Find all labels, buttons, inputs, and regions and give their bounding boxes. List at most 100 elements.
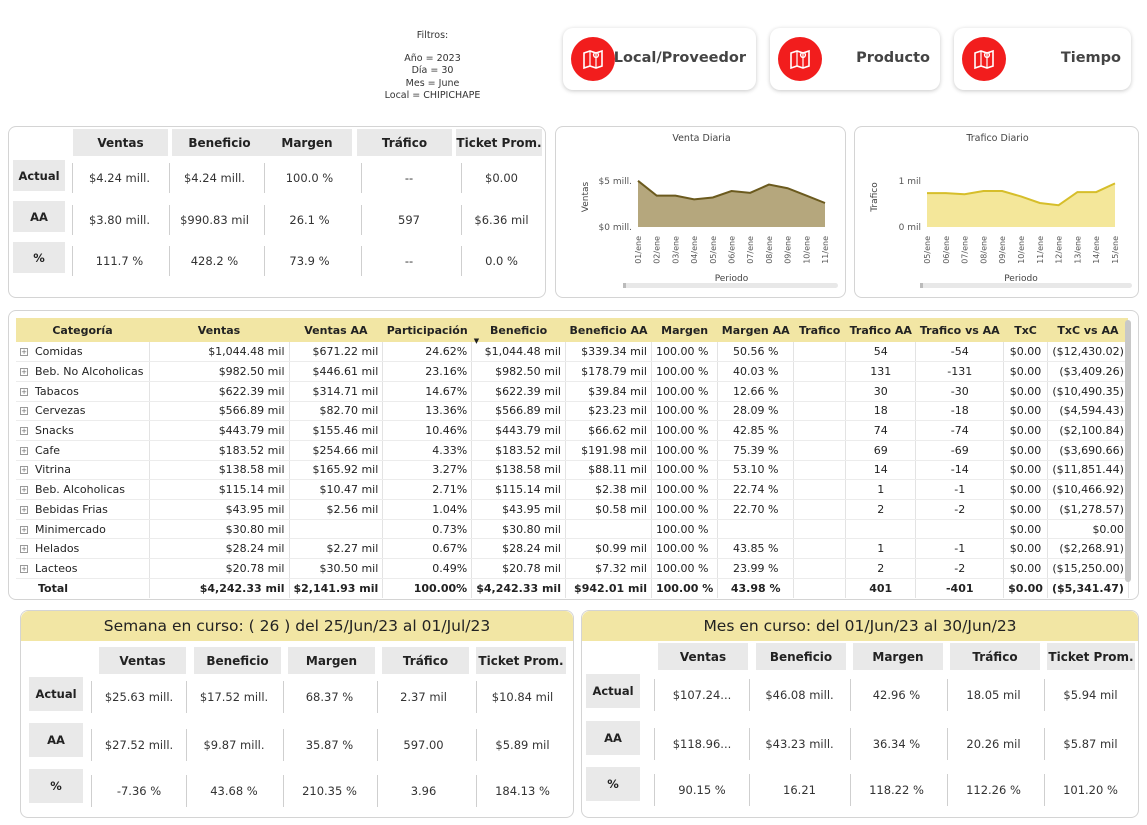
mes-title: Mes en curso: del 01/Jun/23 al 30/Jun/23 <box>582 611 1138 641</box>
table-cell: $66.62 mil <box>565 420 652 441</box>
table-row[interactable]: + Minimercado $30.80 mil 0.73% $30.80 mil 100… <box>16 519 1129 540</box>
table-cell: 2 <box>845 499 917 520</box>
semana-value: 2.37 mil <box>377 681 469 713</box>
table-cell: $30.80 mil <box>149 519 290 540</box>
table-cell: 100.00 % <box>651 558 719 579</box>
table-cell: 22.74 % <box>717 479 795 500</box>
expand-icon[interactable]: + <box>20 387 28 396</box>
table-cell: $20.78 mil <box>471 558 566 579</box>
kpi-value: $6.36 mil <box>461 205 541 235</box>
category-label: Lacteos <box>35 561 78 575</box>
x-tick-label: 12/ene <box>1055 236 1064 264</box>
table-cell: 12.66 % <box>717 381 795 402</box>
table-row[interactable]: + Cafe $183.52 mil $254.66 mil 4.33% $183.52 … <box>16 440 1129 461</box>
table-cell: 1 <box>845 479 917 500</box>
table-row[interactable]: + Bebidas Frias $43.95 mil $2.56 mil 1.04% $4… <box>16 499 1129 520</box>
x-tick-label: 08/ene <box>979 236 988 264</box>
table-cell: $254.66 mil <box>289 440 384 461</box>
table-cell: $0.00 <box>1003 420 1048 441</box>
nav-button-producto[interactable]: Producto <box>770 28 940 90</box>
expand-icon[interactable]: + <box>20 486 28 495</box>
table-cell: 0.67% <box>382 538 473 560</box>
x-tick-label: 04/ene <box>690 236 699 264</box>
semana-header-margen: Margen <box>288 647 375 674</box>
expand-icon[interactable]: + <box>20 466 28 475</box>
column-header[interactable]: Trafico <box>793 318 846 342</box>
table-row[interactable]: + Tabacos $622.39 mil $314.71 mil 14.67% $622… <box>16 381 1129 402</box>
table-cell: $339.34 mil <box>565 342 652 363</box>
table-cell: 14 <box>845 460 917 481</box>
column-header[interactable]: Ventas AA <box>289 318 383 342</box>
column-header[interactable]: Margen <box>651 318 718 342</box>
expand-icon[interactable]: + <box>20 525 28 534</box>
table-cell: 24.62% <box>382 342 473 363</box>
table-vertical-scrollbar[interactable] <box>1125 320 1131 582</box>
table-row[interactable]: + Beb. No Alcoholicas $982.50 mil $446.61 m… <box>16 361 1129 382</box>
total-cell: -401 <box>915 578 1005 598</box>
table-cell: $20.78 mil <box>149 558 290 579</box>
x-axis-title: Periodo <box>1004 274 1038 284</box>
expand-icon[interactable]: + <box>20 348 28 357</box>
column-header[interactable]: TxC vs AA <box>1047 318 1129 342</box>
kpi-value: $3.80 mill. <box>72 205 166 235</box>
table-row[interactable]: + Cervezas $566.89 mil $82.70 mil 13.36% $566… <box>16 401 1129 422</box>
table-cell: $88.11 mil <box>565 460 652 481</box>
mes-value: 118.22 % <box>850 774 942 806</box>
table-row[interactable]: + Snacks $443.79 mil $155.46 mil 10.46% $443.… <box>16 420 1129 441</box>
expand-icon[interactable]: + <box>20 564 28 573</box>
mes-header-margen: Margen <box>853 643 943 670</box>
table-row[interactable]: + Comidas $1,044.48 mil $671.22 mil 24.62% $1… <box>16 342 1129 363</box>
column-header[interactable]: Ventas <box>149 318 289 342</box>
table-cell: $0.00 <box>1003 342 1048 363</box>
table-cell: 69 <box>845 440 917 461</box>
nav-button-tiempo[interactable]: Tiempo <box>954 28 1131 90</box>
expand-icon[interactable]: + <box>20 368 28 377</box>
map-icon <box>571 37 615 81</box>
category-cell: + Tabacos <box>16 381 150 402</box>
table-cell: -74 <box>915 420 1005 441</box>
column-header[interactable]: Beneficio ▼ <box>471 318 566 345</box>
table-cell: $191.98 mil <box>565 440 652 461</box>
x-axis-title: Periodo <box>715 274 749 284</box>
expand-icon[interactable]: + <box>20 407 28 416</box>
table-cell <box>793 538 847 560</box>
column-header[interactable]: Trafico vs AA <box>915 318 1004 342</box>
table-row[interactable]: + Helados $28.24 mil $2.27 mil 0.67% $28.24 m… <box>16 538 1129 560</box>
expand-icon[interactable]: + <box>20 446 28 455</box>
category-cell: + Comidas <box>16 342 150 363</box>
table-cell: 100.00 % <box>651 440 719 461</box>
table-row[interactable]: + Lacteos $20.78 mil $30.50 mil 0.49% $20.78 … <box>16 558 1129 579</box>
column-header[interactable]: Categoría <box>16 318 149 342</box>
column-header[interactable]: Margen AA <box>717 318 794 342</box>
expand-icon[interactable]: + <box>20 545 28 554</box>
category-cell: + Bebidas Frias <box>16 499 150 520</box>
expand-icon[interactable]: + <box>20 505 28 514</box>
kpi-value: 111.7 % <box>72 246 166 276</box>
category-cell: + Minimercado <box>16 519 150 540</box>
table-cell <box>845 519 917 540</box>
y-tick-label: 0 mil <box>899 223 921 233</box>
mes-value: 90.15 % <box>654 774 749 806</box>
column-header[interactable]: TxC <box>1003 318 1048 342</box>
category-cell: + Cafe <box>16 440 150 461</box>
expand-icon[interactable]: + <box>20 427 28 436</box>
sort-descending-icon: ▼ <box>473 337 480 345</box>
table-cell: 131 <box>845 361 917 382</box>
table-row[interactable]: + Beb. Alcoholicas $115.14 mil $10.47 mil 2.… <box>16 479 1129 500</box>
mes-value: $118.96... <box>654 728 749 760</box>
table-cell: 23.99 % <box>717 558 795 579</box>
table-cell: 100.00 % <box>651 420 719 441</box>
nav-button-local-proveedor[interactable]: Local/Proveedor <box>563 28 756 90</box>
semana-value: 35.87 % <box>283 729 375 761</box>
table-cell: 1.04% <box>382 499 473 520</box>
chart-scrollbar[interactable] <box>920 283 1132 288</box>
table-cell: $314.71 mil <box>289 381 384 402</box>
semana-header-trafico: Tráfico <box>382 647 469 674</box>
column-header[interactable]: Beneficio AA <box>565 318 652 342</box>
kpi-row-label-pct: % <box>13 242 65 273</box>
total-cell: $4,242.33 mil <box>471 578 566 598</box>
column-header[interactable]: Trafico AA <box>845 318 916 342</box>
table-row[interactable]: + Vitrina $138.58 mil $165.92 mil 3.27% $138.… <box>16 460 1129 481</box>
chart-scrollbar[interactable] <box>623 283 838 288</box>
column-header[interactable]: Participación <box>382 318 472 342</box>
